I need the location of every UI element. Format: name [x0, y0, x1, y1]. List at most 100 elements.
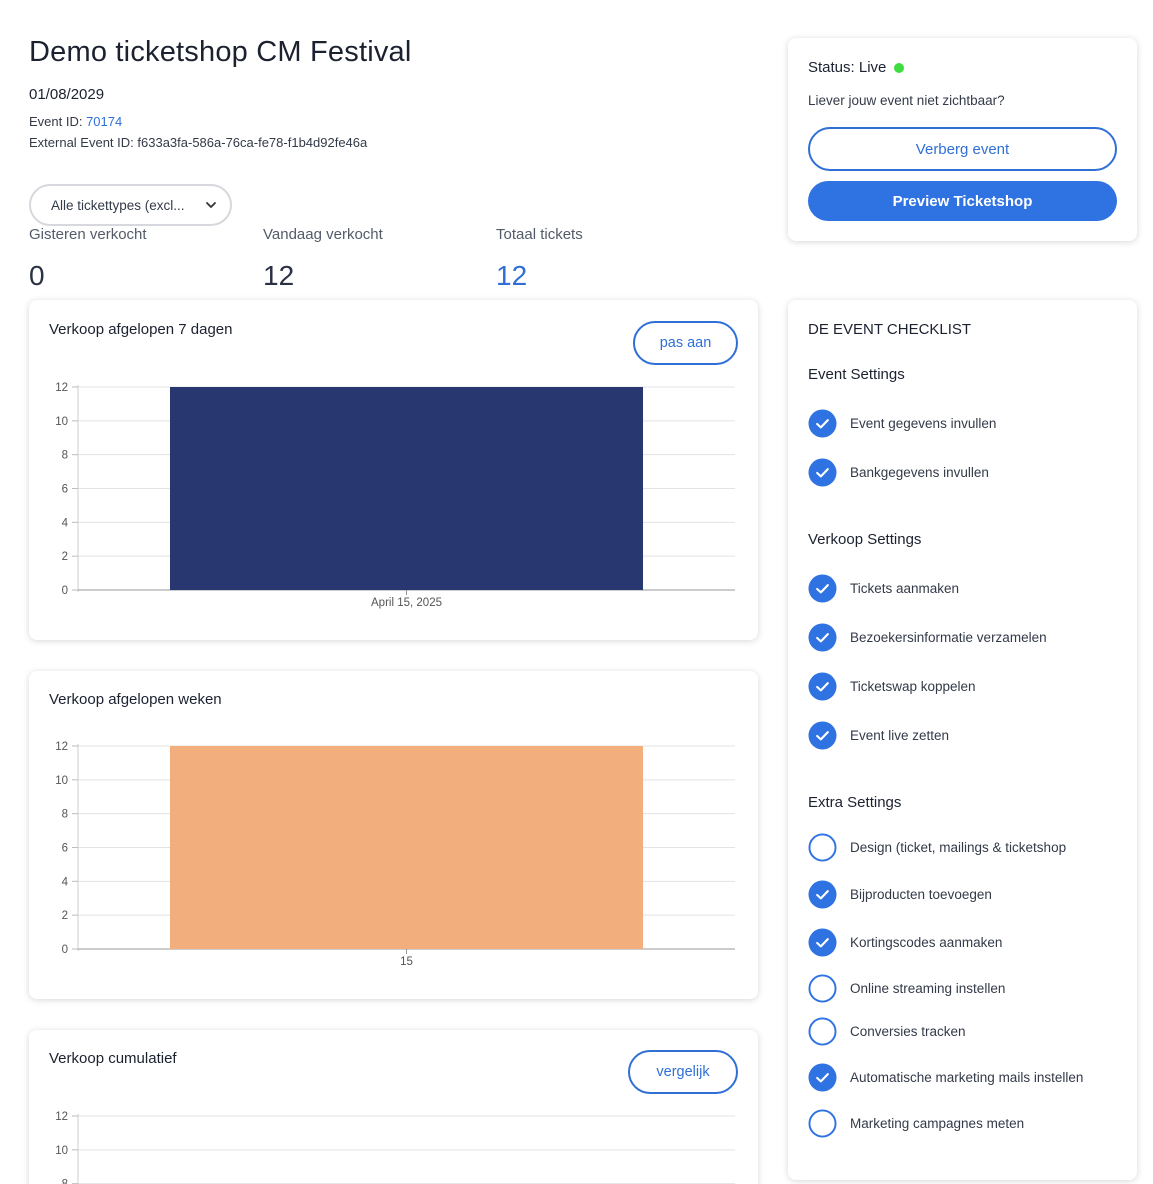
- checklist-item[interactable]: Marketing campagnes meten: [808, 1108, 1024, 1138]
- x-tick-label: April 15, 2025: [371, 597, 442, 609]
- event-id-label: Event ID:: [29, 114, 87, 129]
- checklist-item-label: Automatische marketing mails instellen: [850, 1069, 1084, 1085]
- stat-value: 0: [29, 260, 45, 291]
- checklist-item-label: Kortingscodes aanmaken: [850, 934, 1003, 950]
- y-tick-label: 10: [55, 416, 68, 428]
- checklist-item-label: Bankgegevens invullen: [850, 464, 989, 480]
- bar-chart-weeks: 0 2 4 6 8 10 12 15: [55, 741, 735, 968]
- y-tick-label: 12: [55, 382, 68, 394]
- tickettype-select[interactable]: Alle tickettypes (excl...: [29, 184, 232, 226]
- checklist-item-label: Ticketswap koppelen: [850, 678, 976, 694]
- checklist-item-label: Conversies tracken: [850, 1023, 966, 1039]
- checklist-item-label: Marketing campagnes meten: [850, 1115, 1025, 1131]
- external-id-label: External Event ID:: [29, 135, 138, 150]
- chevron-down-icon: [206, 202, 216, 208]
- stat-vandaag: Vandaag verkocht 12: [263, 226, 383, 292]
- checklist-item[interactable]: Ticketswap koppelen: [808, 671, 976, 701]
- check-circle-icon: [808, 720, 837, 750]
- check-circle-icon: [808, 573, 837, 603]
- y-tick-label: 8: [62, 809, 68, 821]
- chart-card-cumulative: Verkoop cumulatief vergelijk 8 10 12: [29, 1030, 758, 1184]
- page-title: Demo ticketshop CM Festival: [29, 36, 412, 68]
- bar: [169, 387, 644, 590]
- checklist-item[interactable]: Bijproducten toevoegen: [808, 879, 992, 909]
- check-circle-icon: [808, 408, 837, 438]
- y-tick-label: 10: [55, 775, 68, 787]
- stat-value[interactable]: 12: [496, 260, 528, 291]
- y-tick-label: 8: [62, 450, 68, 462]
- checklist-item[interactable]: Automatische marketing mails instellen: [808, 1062, 1083, 1092]
- checklist-item-label: Design (ticket, mailings & ticketshop: [850, 839, 1067, 855]
- y-tick-label: 6: [62, 484, 68, 496]
- checklist-section-title: Verkoop Settings: [808, 531, 922, 548]
- checklist-item[interactable]: Tickets aanmaken: [808, 573, 959, 603]
- event-date: 01/08/2029: [29, 86, 105, 103]
- empty-circle-icon: [808, 973, 837, 1003]
- checklist-item[interactable]: Bankgegevens invullen: [808, 457, 989, 487]
- y-tick-label: 6: [62, 843, 68, 855]
- y-tick-label: 8: [62, 1179, 68, 1184]
- empty-circle-icon: [808, 832, 837, 862]
- bar: [169, 746, 644, 949]
- line-chart-cumulative: 8 10 12: [55, 1111, 735, 1184]
- checklist-item[interactable]: Event live zetten: [808, 720, 949, 750]
- checklist-item[interactable]: Conversies tracken: [808, 1016, 966, 1046]
- stat-label: Totaal tickets: [496, 226, 583, 243]
- checklist-heading: DE EVENT CHECKLIST: [808, 321, 972, 338]
- hide-event-button[interactable]: Verberg event: [808, 127, 1117, 171]
- check-circle-icon: [808, 927, 837, 957]
- checklist-item[interactable]: Event gegevens invullen: [808, 408, 996, 438]
- x-tick-label: 15: [400, 956, 413, 968]
- compare-button[interactable]: vergelijk: [628, 1050, 738, 1094]
- checklist-item[interactable]: Design (ticket, mailings & ticketshop: [808, 832, 1066, 862]
- event-id: Event ID: 70174: [29, 114, 122, 129]
- checklist-item[interactable]: Kortingscodes aanmaken: [808, 927, 1002, 957]
- y-tick-label: 2: [62, 910, 68, 922]
- check-circle-icon: [808, 1062, 837, 1092]
- y-tick-label: 12: [55, 741, 68, 753]
- external-id-value: f633a3fa-586a-76ca-fe78-f1b4d92fe46a: [137, 135, 368, 150]
- tickettype-select-value: Alle tickettypes (excl...: [51, 197, 185, 213]
- stat-gisteren: Gisteren verkocht 0: [29, 226, 147, 292]
- empty-circle-icon: [808, 1108, 837, 1138]
- event-id-link[interactable]: 70174: [86, 114, 123, 129]
- checklist-item[interactable]: Bezoekersinformatie verzamelen: [808, 622, 1047, 652]
- chart-title: Verkoop afgelopen 7 dagen: [49, 321, 233, 338]
- checklist-item-label: Tickets aanmaken: [850, 580, 960, 596]
- checklist-section-title: Event Settings: [808, 366, 905, 383]
- empty-circle-icon: [808, 1016, 837, 1046]
- stat-label: Vandaag verkocht: [263, 226, 383, 243]
- checklist-item-label: Bijproducten toevoegen: [850, 886, 992, 902]
- check-circle-icon: [808, 671, 837, 701]
- chart-card-weeks: Verkoop afgelopen weken 0 2 4 6 8 10 12 15: [29, 671, 758, 999]
- checklist-item-label: Online streaming instellen: [850, 980, 1006, 996]
- check-circle-icon: [808, 879, 837, 909]
- checklist-section-title: Extra Settings: [808, 794, 902, 811]
- status-indicator: Status: Live: [808, 59, 905, 76]
- y-tick-label: 4: [62, 517, 69, 529]
- check-circle-icon: [808, 622, 837, 652]
- status-live-dot: [894, 62, 905, 73]
- checklist-item-label: Event live zetten: [850, 727, 950, 743]
- chart-card-last-7-days: Verkoop afgelopen 7 dagen pas aan 0 2 4 6 8 1…: [29, 300, 758, 640]
- event-checklist-card: DE EVENT CHECKLIST Event Settings Event g…: [788, 300, 1137, 1180]
- check-circle-icon: [808, 457, 837, 487]
- y-tick-label: 0: [62, 585, 68, 597]
- stat-totaal: Totaal tickets 12: [496, 226, 583, 292]
- stat-label: Gisteren verkocht: [29, 226, 147, 243]
- external-event-id: External Event ID: f633a3fa-586a-76ca-fe…: [29, 135, 367, 150]
- status-card: Status: Live Liever jouw event niet zich…: [788, 38, 1137, 241]
- chart-title: Verkoop afgelopen weken: [49, 691, 222, 708]
- stat-value: 12: [263, 260, 295, 291]
- y-tick-label: 4: [62, 876, 69, 888]
- checklist-item-label: Bezoekersinformatie verzamelen: [850, 629, 1047, 645]
- preview-ticketshop-button[interactable]: Preview Ticketshop: [808, 181, 1117, 221]
- hide-event-question: Liever jouw event niet zichtbaar?: [808, 93, 1005, 108]
- chart-title: Verkoop cumulatief: [49, 1050, 177, 1067]
- y-tick-label: 10: [55, 1145, 68, 1157]
- adjust-button[interactable]: pas aan: [633, 321, 738, 365]
- y-tick-label: 2: [62, 551, 68, 563]
- checklist-item[interactable]: Online streaming instellen: [808, 973, 1005, 1003]
- status-label: Status: Live: [808, 59, 887, 76]
- y-tick-label: 12: [55, 1111, 68, 1123]
